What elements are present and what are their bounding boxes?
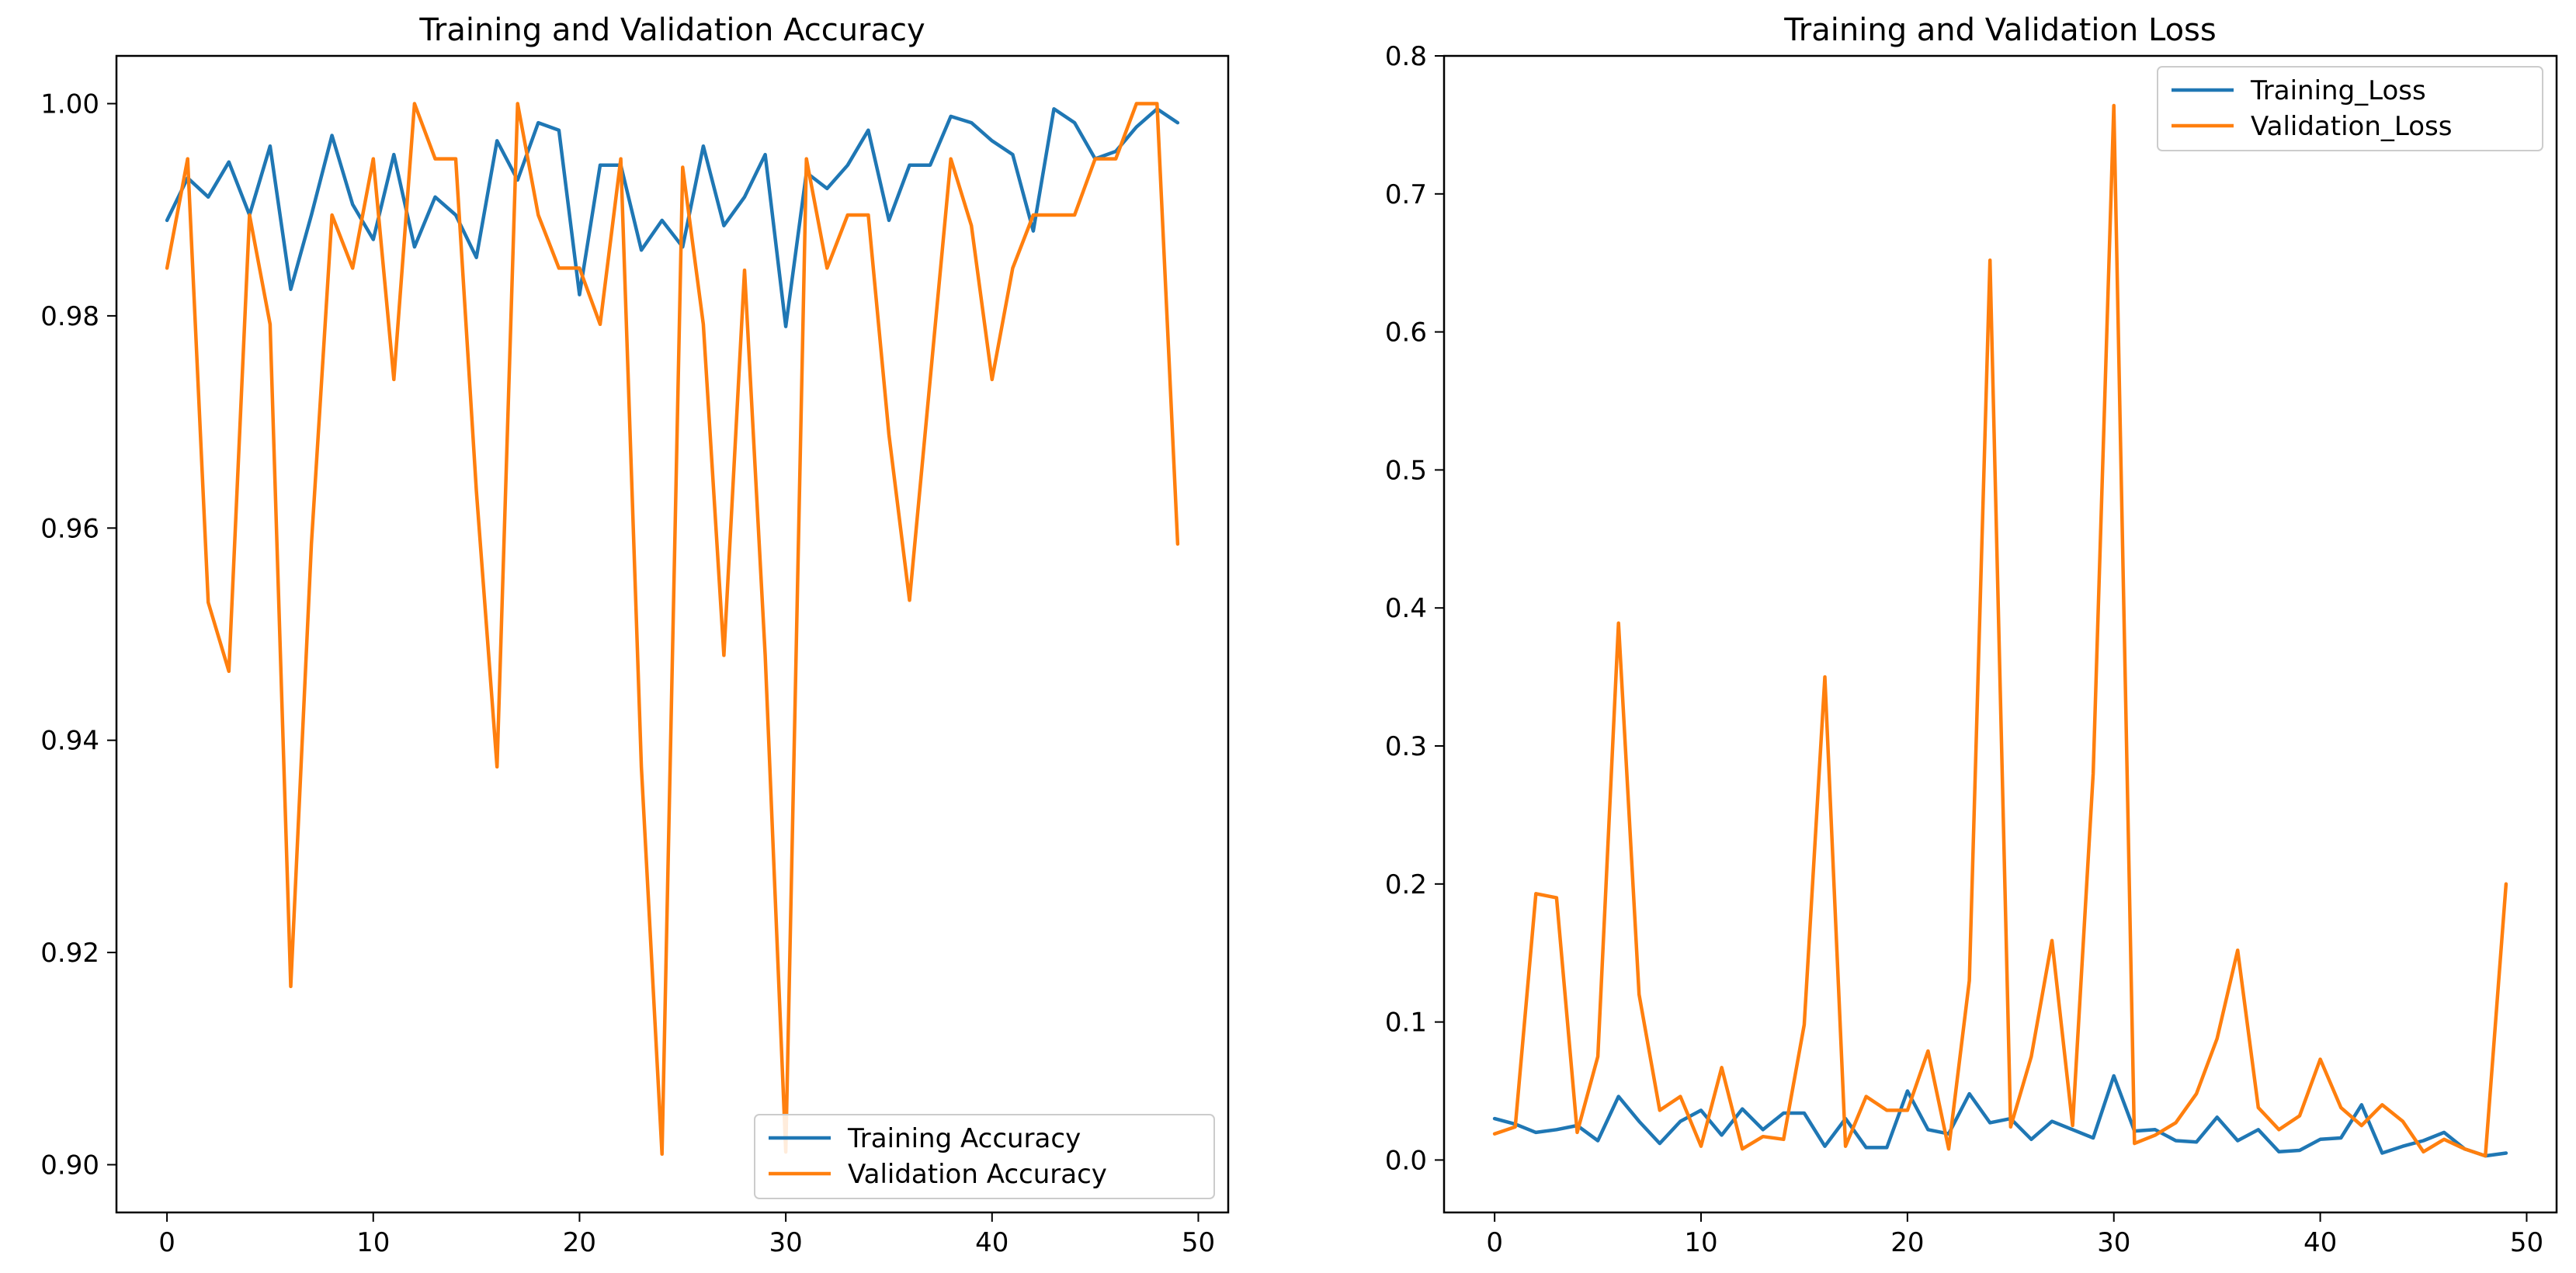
- loss-chart-title: Training and Validation Loss: [1783, 12, 2216, 48]
- accuracy-chart-title: Training and Validation Accuracy: [418, 12, 925, 48]
- accuracy-axes-frame: [115, 54, 1230, 1214]
- loss-chart: Training and Validation Loss 0 10 20 30 40 50 0…: [1385, 12, 2558, 1258]
- accuracy-ytick-label: 0.96: [40, 513, 99, 544]
- loss-xtick-label: 0: [1486, 1227, 1503, 1258]
- accuracy-xtick-label: 0: [158, 1227, 175, 1258]
- accuracy-xtick-label: 40: [975, 1227, 1009, 1258]
- loss-ytick-label: 0.7: [1385, 179, 1427, 210]
- loss-legend-box: [2157, 66, 2543, 151]
- accuracy-chart: Training and Validation Accuracy 0 10 20 30 4…: [40, 12, 1230, 1258]
- loss-xtick-label: 50: [2510, 1227, 2543, 1258]
- loss-ytick-label: 0.6: [1385, 317, 1427, 349]
- loss-xtick-label: 20: [1890, 1227, 1924, 1258]
- accuracy-xtick-label: 20: [563, 1227, 596, 1258]
- accuracy-ytick-label: 0.90: [40, 1150, 99, 1181]
- loss-legend-label: Training_Loss: [2250, 75, 2426, 106]
- loss-xtick-label: 40: [2303, 1227, 2337, 1258]
- accuracy-ytick-label: 0.94: [40, 726, 99, 757]
- accuracy-ytick-label: 1.00: [40, 89, 99, 120]
- accuracy-series-training-accuracy-line: [165, 107, 1180, 328]
- loss-ytick-label: 0.4: [1385, 593, 1427, 624]
- accuracy-legend-label: Validation Accuracy: [848, 1159, 1107, 1190]
- loss-series-validation-loss-line: [1492, 103, 2508, 1158]
- accuracy-xtick-label: 10: [356, 1227, 390, 1258]
- loss-legend-label: Validation_Loss: [2251, 111, 2452, 142]
- accuracy-xtick-label: 30: [769, 1227, 802, 1258]
- loss-ytick-label: 0.0: [1385, 1145, 1427, 1176]
- loss-series-training-loss-line: [1492, 1074, 2508, 1158]
- accuracy-ytick-label: 0.98: [40, 301, 99, 332]
- accuracy-series-validation-accuracy-line: [165, 102, 1180, 1157]
- accuracy-legend: Training Accuracy Validation Accuracy: [754, 1114, 1215, 1199]
- loss-xtick-label: 30: [2097, 1227, 2130, 1258]
- accuracy-legend-label: Training Accuracy: [847, 1123, 1081, 1154]
- loss-ytick-label: 0.8: [1385, 41, 1427, 72]
- loss-axes-frame: [1442, 54, 2558, 1214]
- loss-ytick-label: 0.1: [1385, 1008, 1427, 1039]
- loss-ytick-label: 0.3: [1385, 731, 1427, 762]
- accuracy-ytick-label: 0.92: [40, 938, 99, 969]
- accuracy-legend-box: [754, 1114, 1215, 1199]
- loss-ytick-label: 0.2: [1385, 869, 1427, 900]
- accuracy-xtick-label: 50: [1182, 1227, 1215, 1258]
- loss-legend: Training_Loss Validation_Loss: [2157, 66, 2543, 151]
- loss-xtick-label: 10: [1684, 1227, 1717, 1258]
- loss-ytick-label: 0.5: [1385, 455, 1427, 486]
